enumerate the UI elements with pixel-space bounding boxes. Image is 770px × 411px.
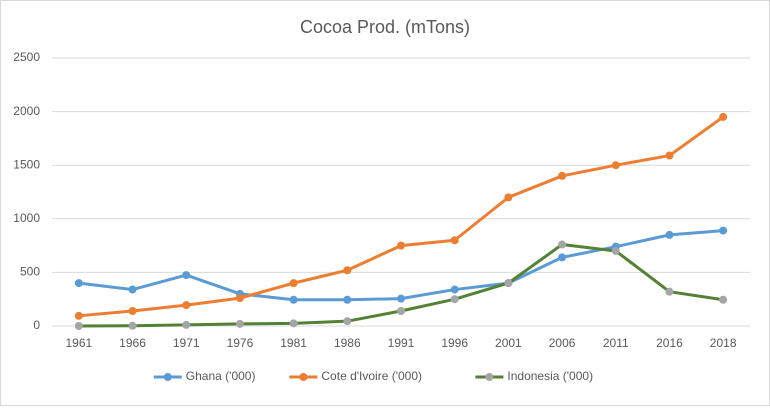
legend-marker [163, 373, 172, 381]
data-point [182, 320, 191, 329]
legend-label: Indonesia ('000) [507, 369, 593, 383]
data-point [289, 295, 298, 304]
data-point [182, 301, 191, 310]
data-point [719, 226, 728, 235]
x-tick-label: 1971 [173, 336, 200, 350]
data-point [128, 285, 137, 294]
y-tick-label: 500 [20, 265, 40, 279]
data-point [235, 319, 244, 328]
legend-marker [485, 373, 494, 381]
data-point [397, 306, 405, 315]
data-point [611, 246, 620, 255]
chart-title: Cocoa Prod. (mTons) [300, 17, 470, 37]
x-tick-label: 2006 [549, 336, 576, 350]
y-tick-label: 0 [33, 318, 40, 332]
x-tick-label: 1996 [441, 336, 468, 350]
data-point [343, 295, 352, 304]
x-tick-label: 2011 [603, 336, 629, 350]
data-point [665, 151, 674, 160]
data-point [558, 240, 567, 249]
x-tick-label: 1986 [334, 336, 361, 350]
y-tick-label: 2500 [13, 50, 40, 64]
data-point [128, 321, 137, 330]
data-point [450, 236, 459, 245]
x-tick-label: 2016 [656, 336, 683, 350]
data-point [343, 266, 352, 275]
data-point [558, 253, 567, 262]
data-point [450, 285, 459, 294]
x-tick-label: 1966 [119, 336, 146, 350]
y-tick-label: 2000 [13, 104, 40, 118]
data-point [558, 171, 567, 180]
legend-marker [299, 373, 308, 381]
x-tick-label: 1961 [65, 336, 92, 350]
data-point [719, 112, 728, 121]
data-point [74, 322, 83, 330]
x-tick-label: 2018 [710, 336, 737, 350]
legend-label: Cote d'Ivoire ('000) [321, 369, 422, 383]
data-point [289, 319, 298, 328]
data-point [343, 317, 352, 326]
data-point [397, 294, 405, 303]
data-point [397, 241, 405, 250]
data-point [504, 279, 513, 288]
y-tick-label: 1500 [13, 157, 40, 171]
data-point [235, 294, 244, 303]
y-tick-label: 1000 [13, 211, 40, 225]
data-point [74, 279, 83, 288]
data-point [128, 306, 137, 315]
data-point [289, 279, 298, 288]
data-point [504, 193, 513, 202]
data-point [665, 287, 674, 296]
x-tick-label: 1976 [227, 336, 254, 350]
data-point [665, 230, 674, 239]
data-point [719, 295, 728, 304]
legend-label: Ghana ('000) [186, 369, 256, 383]
x-tick-label: 2001 [495, 336, 522, 350]
data-point [74, 311, 83, 320]
data-point [450, 295, 459, 304]
data-point [611, 161, 620, 170]
data-point [182, 271, 191, 280]
x-tick-label: 1991 [388, 336, 415, 350]
x-tick-label: 1981 [280, 336, 307, 350]
